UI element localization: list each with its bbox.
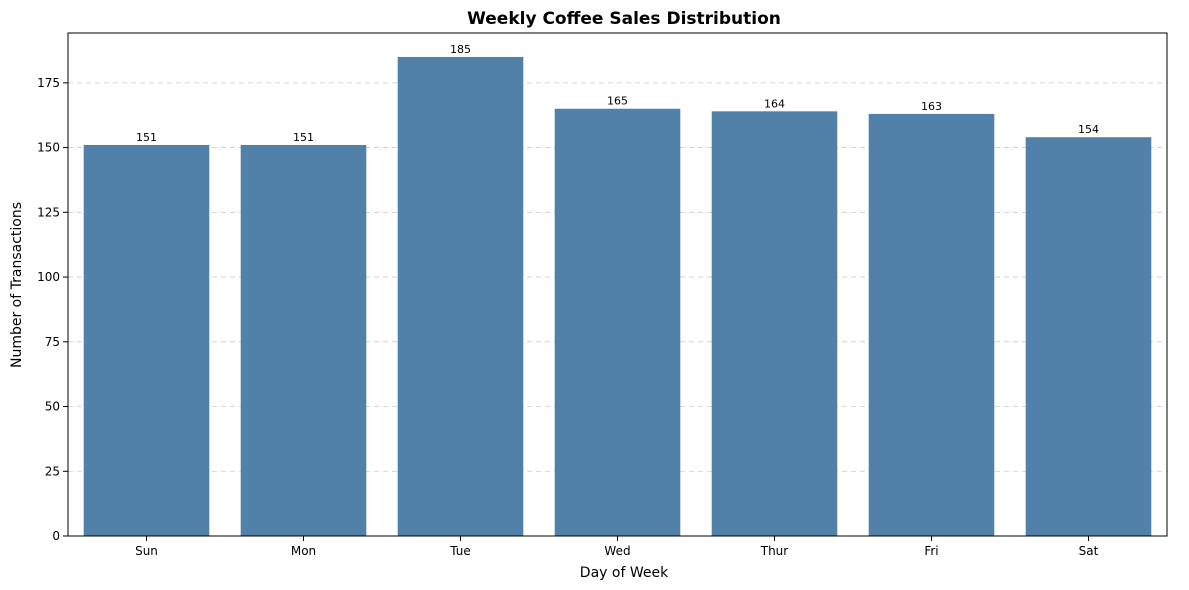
x-tick-label-sat: Sat (1079, 544, 1099, 558)
data-label-sat: 154 (1078, 123, 1099, 136)
data-label-thur: 164 (764, 97, 785, 110)
data-label-wed: 165 (607, 95, 628, 108)
bars (83, 56, 1152, 537)
x-tick-label-fri: Fri (924, 544, 938, 558)
y-tick-label: 150 (37, 141, 60, 155)
x-tick-label-tue: Tue (449, 544, 471, 558)
y-axis-label: Number of Transactions (9, 202, 25, 368)
x-axis: Sun Mon Tue Wed Thur Fri Sat (135, 536, 1099, 558)
y-tick-label: 175 (37, 76, 60, 90)
data-label-tue: 185 (450, 43, 471, 56)
y-tick-label: 100 (37, 270, 60, 284)
y-tick-label: 125 (37, 205, 60, 219)
y-tick-label: 0 (52, 529, 60, 543)
x-tick-label-thur: Thur (760, 544, 789, 558)
y-tick-label: 50 (45, 400, 60, 414)
y-tick-label: 75 (45, 335, 60, 349)
bar-fri (868, 113, 995, 537)
chart-title: Weekly Coffee Sales Distribution (467, 9, 781, 29)
data-label-fri: 163 (921, 100, 942, 113)
data-labels: 151 151 185 165 164 163 154 (136, 43, 1099, 144)
data-label-sun: 151 (136, 131, 157, 144)
bar-sun (83, 144, 210, 536)
x-tick-label-sun: Sun (135, 544, 158, 558)
data-label-mon: 151 (293, 131, 314, 144)
bar-mon (240, 144, 367, 536)
bar-wed (554, 108, 681, 537)
x-tick-label-mon: Mon (291, 544, 316, 558)
bar-tue (397, 56, 524, 536)
y-axis: 0 25 50 75 100 125 150 175 (37, 76, 68, 543)
bar-thur (711, 111, 838, 537)
x-tick-label-wed: Wed (604, 544, 630, 558)
bar-sat (1025, 137, 1152, 536)
x-axis-label: Day of Week (580, 565, 669, 581)
y-tick-label: 25 (45, 464, 60, 478)
